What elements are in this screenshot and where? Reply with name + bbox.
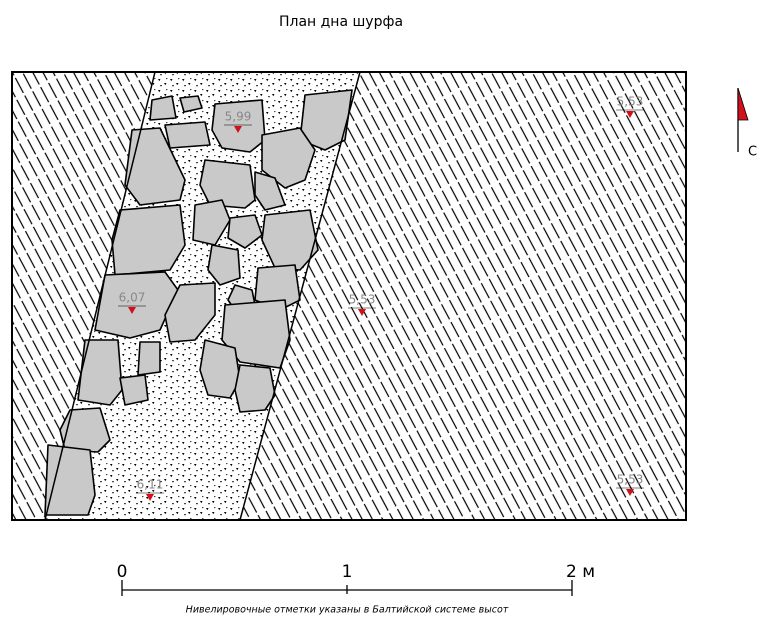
frame [11, 71, 687, 521]
scale-label: 0 [117, 562, 128, 582]
scale-label: 2 м [566, 562, 595, 582]
elevation-marker [626, 111, 634, 118]
elevation-marks: 5,99 6,07 5,53 6,11 5,53 5,53 [118, 95, 644, 501]
scale-label: 1 [342, 562, 353, 582]
boundary-left [44, 71, 156, 521]
scale-bar: 0 1 2 м Нивелировочные отметки указаны в… [117, 562, 595, 616]
elevation-label: 5,99 [225, 110, 252, 124]
elevation-marker [626, 489, 634, 496]
elevation-label: 6,11 [137, 478, 164, 492]
stones [44, 89, 353, 516]
note: Нивелировочные отметки указаны в Балтийс… [186, 605, 509, 616]
elevation-label: 5,53 [617, 95, 644, 109]
north-arrow: С [737, 87, 757, 160]
north-label: С [748, 145, 757, 160]
elevation-marker [146, 494, 154, 501]
elevation-label: 5,53 [617, 473, 644, 487]
elevation-marker [358, 309, 366, 316]
boundary-right [239, 71, 361, 521]
elevation-marker [128, 307, 136, 314]
elevation-label: 5,53 [349, 293, 376, 307]
elevation-label: 6,07 [119, 291, 146, 305]
title: План дна шурфа [279, 14, 403, 30]
hatched-soil-left [12, 72, 155, 520]
hatched-soil-right [240, 72, 686, 520]
elevation-marker [234, 126, 242, 133]
